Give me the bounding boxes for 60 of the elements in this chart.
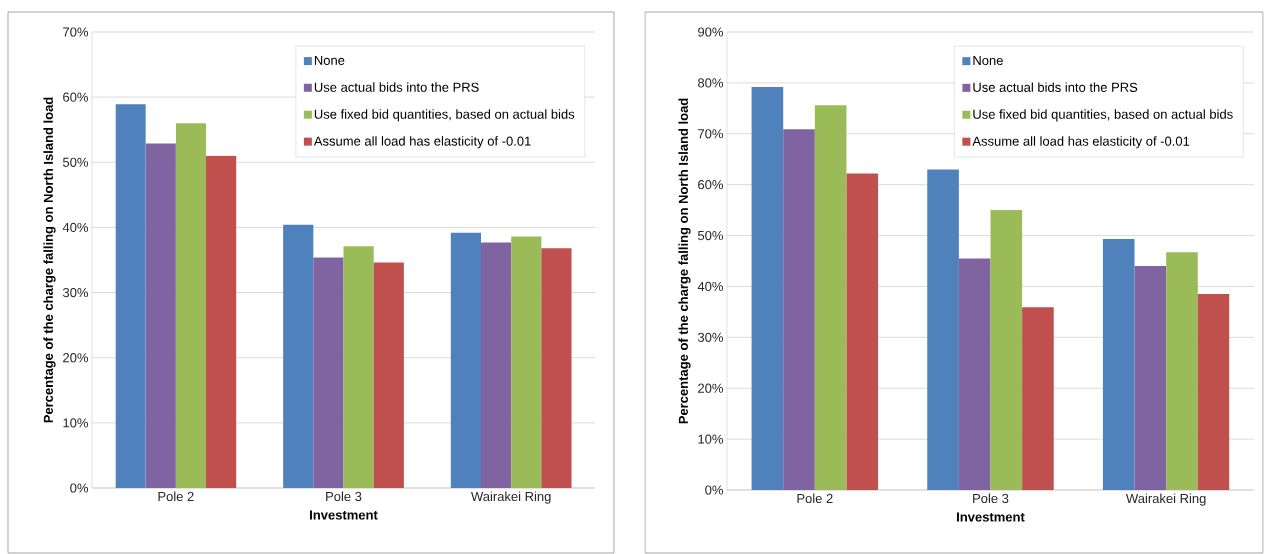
legend-label: Use actual bids into the PRS (973, 82, 1138, 92)
x-tick-label: Pole 3 (973, 493, 1009, 504)
y-tick-label: 40% (62, 222, 89, 233)
bar (783, 129, 815, 490)
x-tick-label: Pole 2 (797, 493, 833, 504)
bar (927, 169, 959, 490)
bar (751, 86, 784, 490)
bar (1166, 252, 1198, 490)
y-tick-label: 50% (697, 230, 724, 241)
y-tick-label: 30% (697, 332, 724, 342)
bar (175, 123, 207, 488)
y-tick-label: 60% (698, 180, 724, 190)
x-tick-label: Pole 3 (326, 491, 362, 502)
bar (1022, 307, 1054, 490)
bar (450, 232, 481, 488)
y-tick-label: 20% (698, 383, 724, 393)
y-tick-label: 90% (698, 27, 724, 37)
bar (846, 173, 879, 490)
bar (283, 224, 314, 488)
bar (206, 155, 237, 488)
bar (145, 143, 176, 488)
y-tick-label: 40% (697, 281, 724, 292)
legend-label: Use fixed bid quantities, based on actual bids (973, 109, 1233, 122)
bar (481, 242, 512, 488)
y-tick-label: 10% (698, 434, 724, 444)
bar (541, 248, 572, 488)
x-axis-title: Investment (310, 510, 378, 520)
legend-label: None (973, 55, 1003, 66)
bar (1134, 266, 1167, 490)
y-tick-label: 20% (63, 353, 89, 363)
bar (343, 246, 374, 488)
legend-label: Assume all load has elasticity of -0.01 (313, 136, 531, 149)
x-tick-label: Wairakei Ring (471, 491, 551, 504)
y-tick-label: 30% (62, 287, 89, 298)
bar (958, 258, 991, 490)
bar (814, 105, 847, 490)
y-tick-label: 50% (62, 157, 89, 167)
bar (115, 104, 146, 488)
bar (511, 236, 542, 488)
y-tick-label: 60% (63, 92, 89, 102)
y-tick-label: 0% (70, 483, 89, 493)
y-tick-label: 70% (63, 27, 89, 37)
x-tick-label: Pole 2 (158, 491, 194, 502)
bar (990, 210, 1023, 490)
bar (1102, 239, 1135, 490)
legend-label: Assume all load has elasticity of -0.01 (972, 136, 1190, 149)
legend-label: None (314, 55, 345, 65)
x-axis-title: Investment (957, 512, 1025, 522)
legend-label: Use fixed bid quantities, based on actual bids (314, 109, 575, 122)
y-tick-label: 10% (63, 418, 89, 428)
y-tick-label: 80% (698, 78, 724, 88)
bar (373, 262, 404, 488)
bar (1197, 294, 1230, 490)
legend-label: Use actual bids into the PRS (314, 82, 479, 92)
y-tick-label: 70% (698, 129, 724, 139)
y-axis-title: Percentage of the charge falling on North Island load (43, 97, 56, 423)
x-tick-label: Wairakei Ring (1126, 493, 1206, 506)
bar (313, 257, 344, 488)
y-tick-label: 0% (705, 485, 724, 495)
y-axis-title: Percentage of the charge falling on North Island load (678, 98, 691, 424)
